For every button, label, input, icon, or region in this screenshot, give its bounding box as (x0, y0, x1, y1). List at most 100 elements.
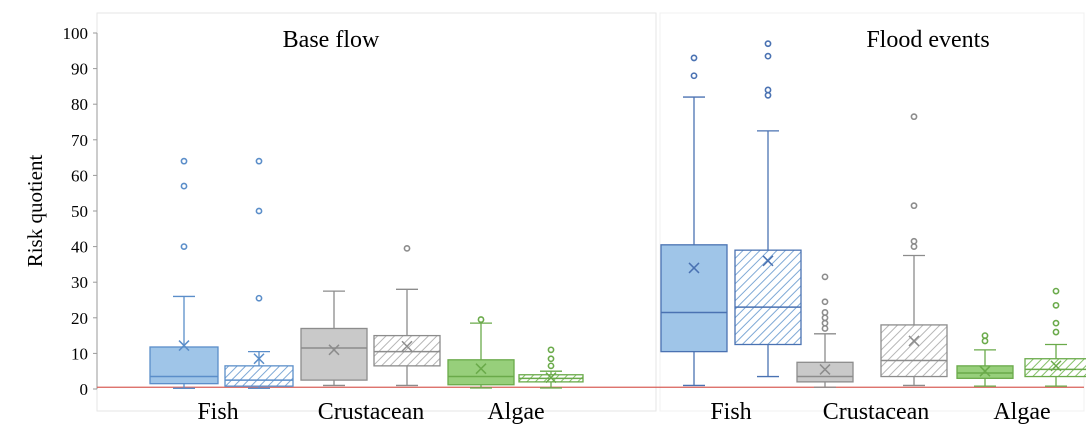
box-iqr (373, 334, 441, 367)
outlier-point (690, 72, 698, 80)
mean-marker (475, 363, 487, 375)
category-label-crustacean-base: Crustacean (318, 399, 425, 425)
mean-marker-stroke (762, 255, 774, 267)
y-tick-label: 60 (71, 166, 88, 185)
mean-marker-stroke (1050, 360, 1062, 372)
panel-title-flood-events: Flood events (866, 27, 989, 53)
outlier-point (403, 244, 411, 252)
box-iqr (734, 249, 802, 346)
box-flood-crustacean-solid (796, 273, 854, 388)
mean-marker-stroke (819, 363, 831, 375)
y-axis-label: Risk quotient (23, 155, 47, 268)
box-iqr (796, 361, 854, 383)
box-base-algae-hatched (518, 346, 584, 389)
outlier-point (910, 243, 918, 250)
y-tick-label: 50 (71, 202, 88, 221)
mean-marker (328, 344, 340, 356)
box-iqr (880, 324, 948, 378)
box-flood-fish-hatched (734, 40, 802, 378)
mean-marker-stroke (401, 340, 413, 352)
mean-marker-stroke (979, 365, 991, 377)
mean-marker (545, 372, 557, 384)
outlier-point (180, 157, 188, 165)
y-tick-label: 40 (71, 238, 88, 257)
box-flood-algae-hatched (1024, 287, 1086, 387)
outlier-point (1052, 328, 1060, 336)
outlier-point (690, 54, 698, 62)
category-label-algae-base: Algae (487, 399, 544, 425)
outlier-point (1052, 301, 1060, 309)
outlier-point (764, 86, 772, 94)
boxes-layer (149, 40, 1086, 389)
outlier-point (910, 202, 918, 210)
y-tick-label: 0 (80, 380, 89, 399)
mean-marker-stroke (328, 344, 340, 356)
outlier-point (255, 294, 263, 302)
mean-marker (1050, 360, 1062, 372)
y-tick-label: 10 (71, 344, 88, 363)
outlier-point (821, 273, 829, 281)
mean-marker (762, 255, 774, 267)
outlier-point (764, 91, 772, 99)
mean-marker-stroke (475, 363, 487, 375)
y-axis-ticks: 0 10 20 30 40 50 60 70 80 90 100 (63, 24, 97, 399)
outlier-point (821, 314, 829, 322)
outlier-point (910, 113, 918, 121)
outlier-point (821, 319, 829, 327)
outlier-point (910, 237, 918, 245)
mean-marker-stroke (253, 353, 265, 365)
box-base-crustacean-hatched (373, 244, 441, 387)
box-flood-fish-solid (660, 54, 728, 387)
mean-marker-stroke (688, 262, 700, 274)
box-iqr (660, 244, 728, 353)
category-label-fish-flood: Fish (710, 399, 751, 425)
mean-marker (178, 340, 190, 352)
box-iqr (447, 359, 515, 386)
outlier-point (981, 337, 989, 345)
flood-events-panel-frame (659, 12, 1085, 412)
box-iqr (224, 365, 294, 387)
mean-marker (979, 365, 991, 377)
outlier-point (180, 182, 188, 190)
mean-marker (401, 340, 413, 352)
box-base-crustacean-solid (300, 290, 368, 387)
outlier-point (255, 207, 263, 215)
outlier-point (821, 325, 829, 332)
outlier-point (764, 40, 772, 48)
y-tick-label: 70 (71, 131, 88, 150)
outlier-point (547, 355, 555, 363)
box-base-algae-solid (447, 316, 515, 389)
mean-marker (819, 363, 831, 375)
box-flood-crustacean-hatched (880, 113, 948, 387)
outlier-point (821, 298, 829, 306)
box-iqr (149, 346, 219, 385)
outlier-point (547, 346, 555, 354)
y-tick-label: 90 (71, 60, 88, 79)
category-label-algae-flood: Algae (993, 399, 1050, 425)
category-label-fish-base: Fish (197, 399, 238, 425)
box-iqr (300, 327, 368, 381)
mean-marker (688, 262, 700, 274)
outlier-point (1052, 319, 1060, 327)
panel-title-base-flow: Base flow (283, 27, 380, 53)
box-base-fish-hatched (224, 157, 294, 389)
mean-marker-stroke (908, 335, 920, 347)
outlier-point (477, 316, 485, 323)
outlier-point (255, 157, 263, 165)
outlier-point (981, 332, 989, 339)
mean-marker-stroke (545, 372, 557, 384)
outlier-point (764, 52, 772, 60)
mean-marker (908, 335, 920, 347)
mean-marker (253, 353, 265, 365)
category-label-crustacean-flood: Crustacean (823, 399, 930, 425)
box-base-fish-solid (149, 157, 219, 389)
outlier-point (180, 243, 188, 250)
box-iqr (1024, 358, 1086, 378)
outlier-point (547, 362, 555, 370)
outlier-point (821, 309, 829, 316)
mean-marker-stroke (178, 340, 190, 352)
outlier-point (1052, 287, 1060, 295)
box-flood-algae-solid (956, 332, 1014, 387)
y-tick-label: 30 (71, 273, 88, 292)
